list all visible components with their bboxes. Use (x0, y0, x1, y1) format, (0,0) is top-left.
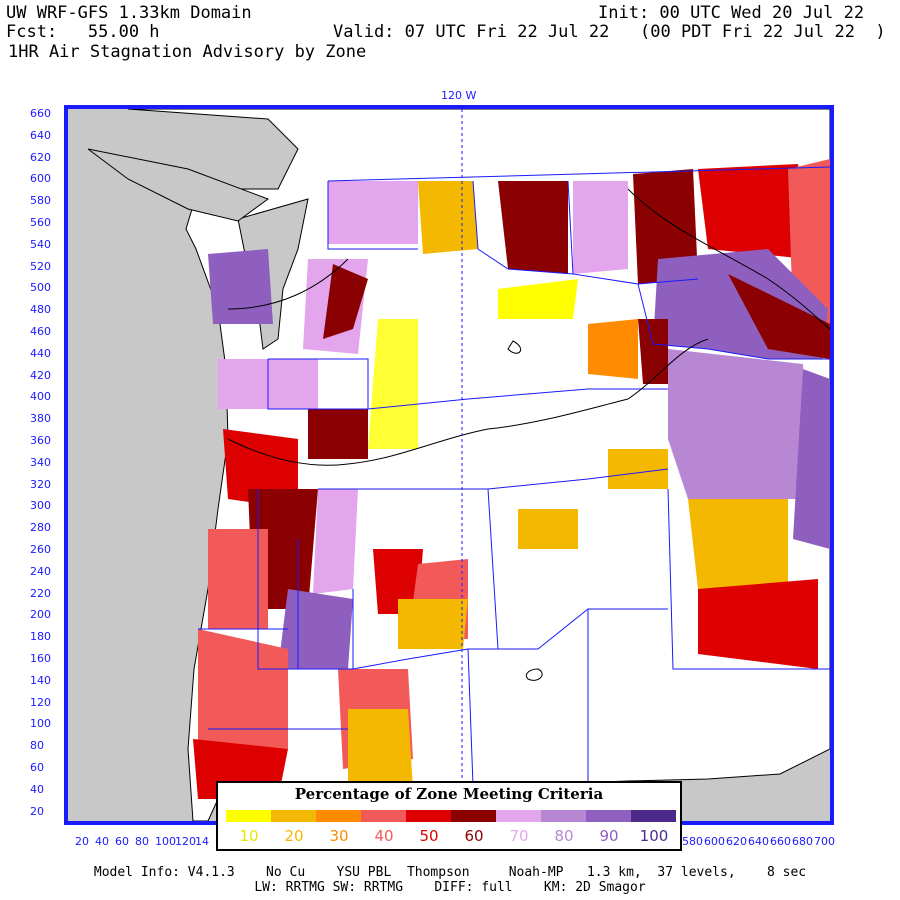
y-tick-label: 620 (30, 150, 51, 164)
valid-time-pdt: (00 PDT Fri 22 Jul 22 ) (640, 22, 886, 42)
legend-label: 80 (554, 827, 574, 845)
y-tick-label: 340 (30, 455, 51, 469)
legend-label: 50 (419, 827, 439, 845)
y-tick-label: 540 (30, 237, 51, 251)
y-tick-label: 180 (30, 630, 51, 644)
y-tick-label: 160 (30, 652, 51, 665)
y-tick-label: 300 (30, 499, 51, 513)
product-title: 1HR Air Stagnation Advisory by Zone (8, 42, 367, 62)
y-tick-label: 640 (30, 128, 51, 142)
x-tick-label: 20 (75, 835, 89, 848)
rivers (227, 188, 830, 681)
forecast-hour: Fcst: 55.00 h (6, 22, 160, 42)
x-tick-label: 40 (95, 835, 109, 848)
x-tick-label: 600 (704, 835, 725, 848)
y-tick-label: 560 (30, 216, 51, 229)
legend-title: Percentage of Zone Meeting Criteria (294, 785, 604, 803)
legend-swatch (586, 810, 631, 822)
x-tick-label: 640 (748, 835, 769, 848)
x-tick-label: 680 (792, 835, 813, 848)
legend-label: 10 (239, 827, 259, 845)
legend-swatch (631, 810, 676, 822)
x-tick-label: 120 (175, 835, 196, 848)
y-tick-label: 20 (30, 804, 44, 818)
y-tick-label: 520 (30, 259, 51, 273)
y-tick-label: 320 (30, 477, 51, 491)
model-title: UW WRF-GFS 1.33km Domain (6, 3, 252, 23)
x-tick-label: 660 (770, 835, 791, 848)
legend-label: 100 (639, 827, 669, 845)
legend-swatch (406, 810, 451, 822)
y-tick-label: 260 (30, 543, 51, 556)
y-tick-label: 60 (30, 761, 44, 774)
physics-info: LW: RRTMG SW: RRTMG DIFF: full KM: 2D Sm… (254, 880, 646, 895)
y-tick-label: 500 (30, 281, 51, 295)
y-tick-label: 80 (30, 739, 44, 753)
legend-label: 90 (599, 827, 619, 845)
legend-swatch (361, 810, 406, 822)
x-tick-label: 100 (155, 835, 176, 848)
x-tick-label: 80 (135, 835, 149, 848)
map-panel (64, 105, 834, 825)
y-tick-label: 580 (30, 194, 51, 208)
y-tick-label: 120 (30, 695, 51, 709)
legend-swatch (226, 810, 271, 822)
y-tick-label: 200 (30, 608, 51, 622)
stagnation-map (87, 109, 830, 821)
legend-label: 70 (509, 827, 529, 845)
y-tick-label: 40 (30, 782, 44, 796)
y-tick-label: 240 (30, 564, 51, 578)
legend: Percentage of Zone Meeting Criteria 10 20… (216, 781, 682, 851)
y-tick-label: 660 (30, 107, 51, 120)
legend-swatch (541, 810, 586, 822)
y-tick-label: 420 (30, 368, 51, 382)
y-tick-label: 280 (30, 521, 51, 535)
model-info: Model Info: V4.1.3 No Cu YSU PBL Thompso… (93, 865, 807, 880)
y-tick-label: 380 (30, 412, 51, 426)
legend-swatch (271, 810, 316, 822)
x-tick-label: 580 (682, 835, 703, 848)
y-tick-label: 480 (30, 303, 51, 317)
legend-label: 40 (374, 827, 394, 845)
x-tick-label: 620 (726, 835, 747, 848)
init-time: Init: 00 UTC Wed 20 Jul 22 (598, 3, 865, 23)
strait-juan-de-fuca (87, 148, 270, 222)
legend-swatch (451, 810, 496, 822)
legend-label: 60 (464, 827, 484, 845)
x-tick-label: 60 (115, 835, 129, 848)
y-tick-label: 220 (30, 586, 51, 600)
meridian-label: 120 W (441, 89, 477, 102)
y-tick-label: 400 (30, 390, 51, 404)
x-tick-label: 700 (814, 835, 835, 848)
y-tick-label: 140 (30, 673, 51, 687)
zone-borders (198, 166, 830, 786)
y-tick-label: 460 (30, 325, 51, 338)
legend-swatch (316, 810, 361, 822)
legend-label: 30 (329, 827, 349, 845)
x-tick-label: 14 (195, 835, 209, 848)
valid-time-utc: Valid: 07 UTC Fri 22 Jul 22 (333, 22, 610, 42)
y-tick-label: 100 (30, 717, 51, 731)
y-tick-label: 440 (30, 346, 51, 360)
y-tick-label: 600 (30, 172, 51, 186)
legend-swatch (496, 810, 541, 822)
legend-label: 20 (284, 827, 304, 845)
y-tick-label: 360 (30, 434, 51, 447)
